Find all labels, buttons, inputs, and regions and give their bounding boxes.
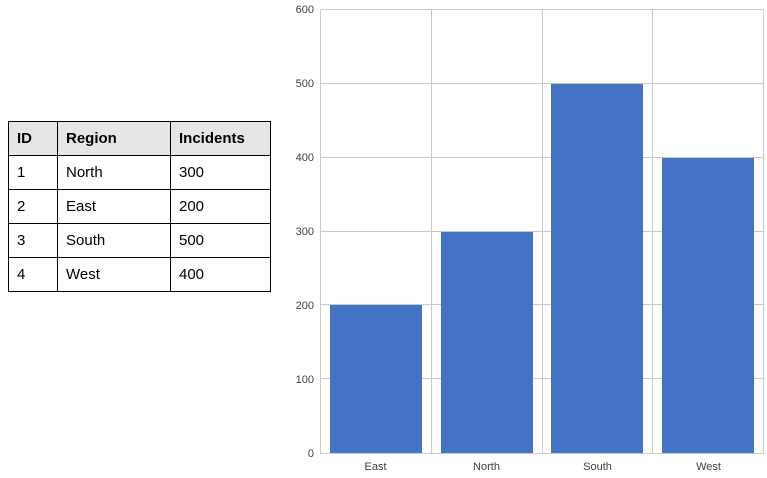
y-tick-label: 200: [295, 300, 314, 313]
table-row: 3 South 500: [8, 223, 271, 258]
cell-id: 1: [8, 155, 58, 190]
table-body: 1 North 300 2 East 200 3 South 500 4 Wes…: [8, 155, 271, 292]
y-axis: 0 100 200 300 400 500 600: [287, 4, 320, 460]
table-header-row: ID Region Incidents: [8, 121, 271, 156]
bars-row: [321, 10, 763, 453]
category-cell: [543, 10, 654, 453]
table-row: 1 North 300: [8, 155, 271, 190]
table-row: 2 East 200: [8, 189, 271, 224]
category-cell: [432, 10, 543, 453]
category-cell: [653, 10, 763, 453]
cell-incidents: 200: [170, 189, 271, 224]
header-cell-region: Region: [57, 121, 171, 156]
plot-area: [320, 9, 764, 454]
cell-id: 4: [8, 257, 58, 292]
gridline: [321, 9, 763, 10]
y-tick-label: 500: [295, 78, 314, 90]
header-cell-id: ID: [8, 121, 58, 156]
bar-east: [329, 305, 422, 453]
cell-region: East: [57, 189, 171, 224]
x-tick-label: South: [583, 461, 612, 473]
cell-id: 3: [8, 223, 58, 258]
cell-region: North: [57, 155, 171, 190]
bar-north: [440, 231, 533, 453]
category-cell: [321, 10, 432, 453]
y-tick-label: 0: [307, 448, 314, 460]
table-head: ID Region Incidents: [8, 121, 271, 156]
cell-region: West: [57, 257, 171, 292]
cell-region: South: [57, 223, 171, 258]
bar-west: [662, 157, 755, 453]
y-tick-label: 100: [295, 374, 314, 387]
x-axis: East North South West: [320, 456, 764, 476]
cell-incidents: 500: [170, 223, 271, 258]
table-row: 4 West 400: [8, 257, 271, 292]
bar-south: [551, 83, 644, 453]
cell-incidents: 300: [170, 155, 271, 190]
y-tick-label: 400: [295, 152, 314, 165]
cell-incidents: 400: [170, 257, 271, 292]
cell-id: 2: [8, 189, 58, 224]
header-cell-incidents: Incidents: [170, 121, 271, 156]
x-tick-label: West: [696, 461, 721, 473]
bar-chart: 0 100 200 300 400 500 600 East North South West: [287, 0, 767, 478]
y-tick-label: 600: [295, 4, 314, 16]
x-tick-label: East: [364, 461, 387, 473]
incidents-table-container: ID Region Incidents 1 North 300 2 East 2…: [8, 121, 271, 292]
y-tick-label: 300: [295, 226, 314, 238]
x-tick-label: North: [473, 461, 500, 473]
incidents-table: ID Region Incidents 1 North 300 2 East 2…: [8, 121, 271, 292]
